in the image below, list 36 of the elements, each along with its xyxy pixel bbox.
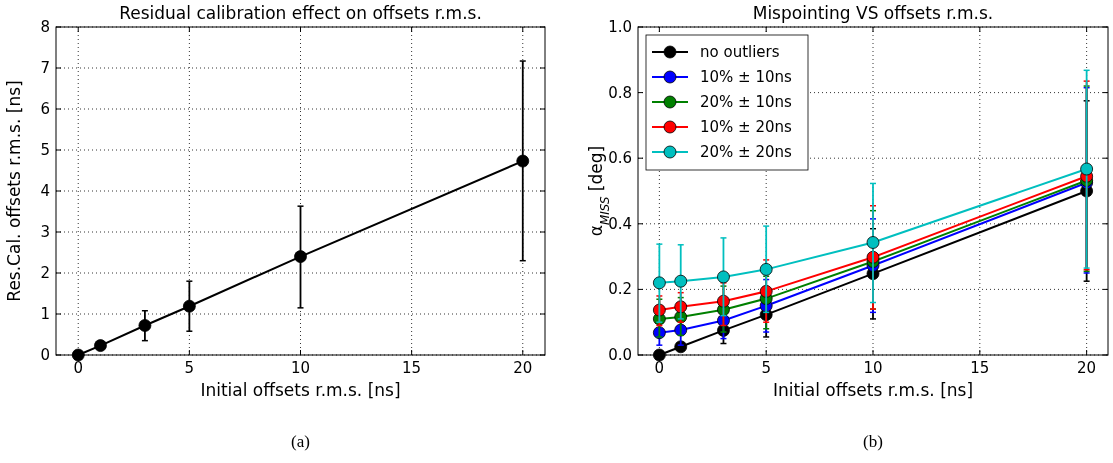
text: (a) xyxy=(291,432,310,451)
y-tick-label: 0.8 xyxy=(608,83,632,102)
y-tick-label: 5 xyxy=(40,141,50,159)
legend-label: no outliers xyxy=(700,43,780,61)
x-tick-label: 20 xyxy=(1077,359,1097,377)
x-tick-label: 20 xyxy=(513,359,533,377)
text: (b) xyxy=(863,432,883,451)
x-tick-label: 0 xyxy=(73,359,83,377)
chart-title: Mispointing VS offsets r.m.s. xyxy=(752,3,994,23)
legend-label: 10% ± 10ns xyxy=(700,68,793,86)
y-axis-title: Res.Cal. offsets r.m.s. [ns] xyxy=(4,80,24,302)
y-tick-label: 8 xyxy=(40,18,50,36)
y-tick-label: 0.6 xyxy=(608,149,632,168)
x-tick-label: 5 xyxy=(184,359,195,377)
legend-label: 20% ± 20ns xyxy=(700,143,793,161)
y-tick-label: 1.0 xyxy=(608,18,632,36)
x-tick-label: 10 xyxy=(290,359,311,377)
x-axis-title: Initial offsets r.m.s. [ns] xyxy=(200,380,401,400)
y-tick-label: 3 xyxy=(40,223,50,241)
x-tick-label: 5 xyxy=(761,359,771,377)
y-tick-label: 0.0 xyxy=(608,346,632,364)
y-tick-label: 2 xyxy=(40,264,50,282)
y-tick-label: 4 xyxy=(40,182,50,200)
x-tick-label: 0 xyxy=(654,359,665,377)
x-axis-title: Initial offsets r.m.s. [ns] xyxy=(772,380,974,400)
y-tick-label: 7 xyxy=(40,59,50,77)
x-tick-label: 10 xyxy=(863,359,883,377)
y-tick-label: 6 xyxy=(40,100,50,118)
chart-title: Residual calibration effect on offsets r.m.s. xyxy=(119,3,482,23)
y-tick-label: 0 xyxy=(40,346,50,364)
x-tick-label: 15 xyxy=(402,359,422,377)
y-tick-label: 0.2 xyxy=(608,280,632,299)
legend-label: 10% ± 20ns xyxy=(700,118,793,136)
legend-label: 20% ± 10ns xyxy=(700,93,793,111)
y-tick-label: 1 xyxy=(40,305,50,323)
x-tick-label: 15 xyxy=(970,359,990,377)
